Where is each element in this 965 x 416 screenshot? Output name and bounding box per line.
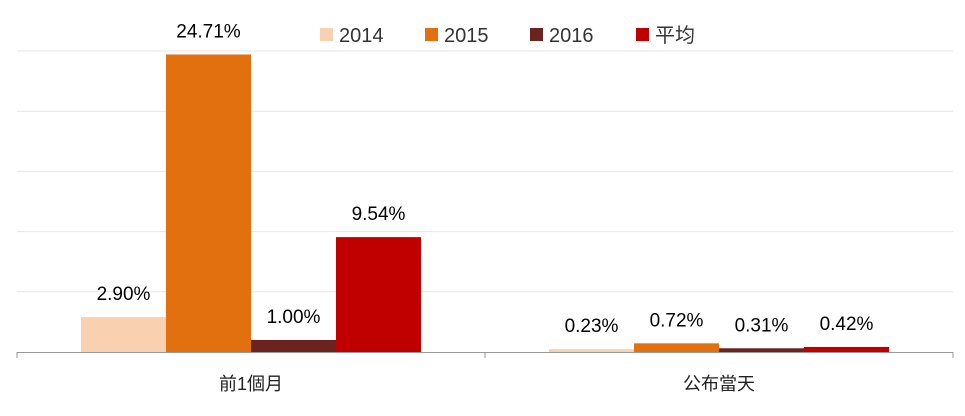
- data-label: 24.71%: [176, 21, 241, 42]
- legend-swatch: [320, 28, 333, 41]
- bar-2014-0: [81, 317, 166, 352]
- legend-swatch: [636, 28, 649, 41]
- legend-label: 2014: [339, 25, 384, 47]
- bar-2015-0: [166, 54, 251, 352]
- data-label: 1.00%: [267, 307, 321, 328]
- data-label: 0.42%: [820, 314, 874, 335]
- bar-2015-1: [634, 343, 719, 352]
- legend: 2014 2015 2016 平均: [320, 24, 695, 47]
- bar-2014-1: [549, 349, 634, 352]
- data-label: 0.23%: [565, 316, 619, 337]
- bar-平均-0: [336, 237, 421, 352]
- bars: [81, 54, 889, 352]
- bar-2016-1: [719, 348, 804, 352]
- data-label: 2.90%: [97, 284, 151, 305]
- data-labels: 2.90% 24.71% 1.00% 9.54% 0.23% 0.72% 0.31% 0.42…: [97, 21, 874, 337]
- legend-label: 2015: [444, 25, 489, 47]
- category-label: 前1個月: [219, 374, 283, 394]
- category-label: 公布當天: [683, 374, 755, 394]
- data-label: 9.54%: [352, 204, 406, 225]
- bar-2016-0: [251, 339, 336, 352]
- data-label: 0.31%: [735, 315, 789, 336]
- bar-平均-1: [804, 346, 889, 352]
- gridlines: [17, 50, 953, 293]
- x-axis: 前1個月 公布當天: [16, 352, 954, 394]
- legend-label: 平均: [655, 24, 695, 47]
- data-label: 0.72%: [650, 310, 704, 331]
- legend-swatch: [425, 28, 438, 41]
- legend-swatch: [530, 28, 543, 41]
- legend-label: 2016: [549, 25, 594, 47]
